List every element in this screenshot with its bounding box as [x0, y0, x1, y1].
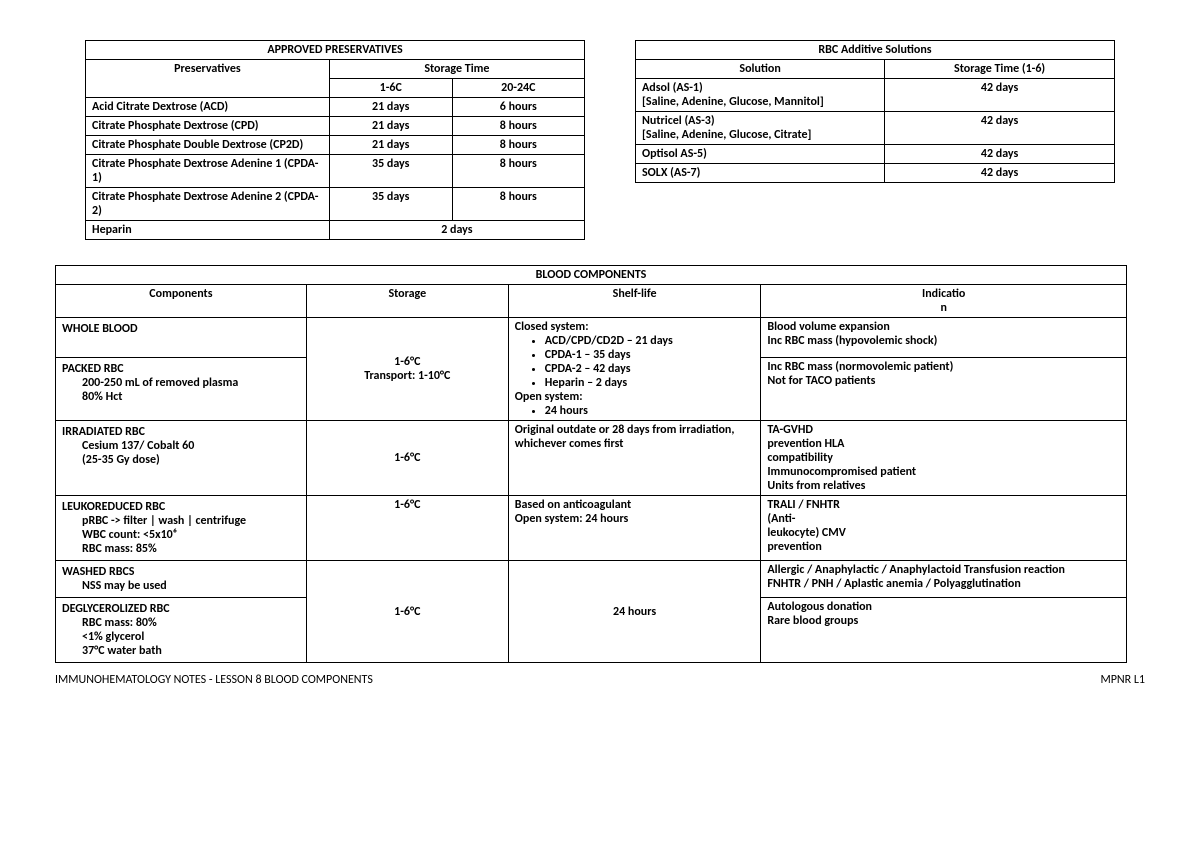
t2-col-time: Storage Time (1-6) [885, 60, 1115, 79]
component-detail: <1% glycerol [82, 630, 300, 644]
footer: IMMUNOHEMATOLOGY NOTES - LESSON 8 BLOOD … [55, 673, 1145, 687]
table-row: SOLX (AS-7)42 days [636, 164, 1115, 183]
table-row: Heparin2 days [86, 221, 585, 240]
component-detail: 80% Hct [82, 390, 300, 404]
table-row: Citrate Phosphate Dextrose Adenine 1 (CP… [86, 155, 585, 188]
shelf-cell: Closed system: ACD/CPD/CD2D – 21 days CP… [508, 318, 761, 421]
storage-cell: 1-6°C [306, 561, 508, 663]
table-row: Citrate Phosphate Dextrose Adenine 2 (CP… [86, 188, 585, 221]
table-row: Adsol (AS-1) [Saline, Adenine, Glucose, … [636, 79, 1115, 112]
t2-col-solution: Solution [636, 60, 885, 79]
footer-right: MPNR L1 [1100, 673, 1145, 687]
component-detail: Cesium 137/ Cobalt 60 [82, 439, 300, 453]
component-detail: 200-250 mL of removed plasma [82, 376, 300, 390]
component-title: LEUKOREDUCED RBC [62, 500, 300, 514]
component-title: PACKED RBC [62, 362, 300, 376]
t1-sub-2024c: 20-24C [452, 79, 584, 98]
indication-cell: Inc RBC mass (normovolemic patient) Not … [761, 358, 1127, 421]
storage-cell: 1-6°C [306, 496, 508, 561]
indication-cell: TRALI / FNHTR (Anti- leukocyte) CMV prev… [761, 496, 1127, 561]
t1-col-storage: Storage Time [329, 60, 584, 79]
t1-col-preservatives: Preservatives [86, 60, 330, 98]
storage-cell: 1-6°C [306, 421, 508, 496]
component-title: IRRADIATED RBC [62, 425, 300, 439]
t2-title: RBC Additive Solutions [636, 41, 1115, 60]
indication-cell: Blood volume expansion Inc RBC mass (hyp… [761, 318, 1127, 358]
t3-h-components: Components [56, 285, 307, 318]
table-row: Citrate Phosphate Double Dextrose (CP2D)… [86, 136, 585, 155]
table-row: WASHED RBCS NSS may be used 1-6°C 24 hou… [56, 561, 1127, 598]
shelf-cell: Original outdate or 28 days from irradia… [508, 421, 761, 496]
t1-title: APPROVED PRESERVATIVES [86, 41, 585, 60]
indication-cell: TA-GVHD prevention HLA compatibility Imm… [761, 421, 1127, 496]
t1-sub-16c: 1-6C [329, 79, 452, 98]
table-row: Optisol AS-5)42 days [636, 145, 1115, 164]
t3-title: BLOOD COMPONENTS [56, 266, 1127, 285]
table-row: Citrate Phosphate Dextrose (CPD)21 days8… [86, 117, 585, 136]
t3-h-storage: Storage [306, 285, 508, 318]
component-detail: pRBC -> filter | wash | centrifuge [82, 514, 300, 528]
component-title: DEGLYCEROLIZED RBC [62, 602, 300, 616]
table-row: WHOLE BLOOD 1-6°C Transport: 1-10°C Clos… [56, 318, 1127, 358]
table-row: Nutricel (AS-3) [Saline, Adenine, Glucos… [636, 112, 1115, 145]
indication-cell: Allergic / Anaphylactic / Anaphylactoid … [761, 561, 1127, 598]
shelf-cell: Based on anticoagulant Open system: 24 h… [508, 496, 761, 561]
rbc-additive-solutions-table: RBC Additive Solutions Solution Storage … [635, 40, 1115, 183]
component-detail: (25-35 Gy dose) [82, 453, 300, 467]
component-title: WASHED RBCS [62, 565, 300, 579]
table-row: IRRADIATED RBC Cesium 137/ Cobalt 60 (25… [56, 421, 1127, 496]
storage-cell: 1-6°C Transport: 1-10°C [306, 318, 508, 421]
component-detail: 37°C water bath [82, 644, 300, 658]
blood-components-table: BLOOD COMPONENTS Components Storage Shel… [55, 265, 1127, 663]
table-row: Acid Citrate Dextrose (ACD)21 days6 hour… [86, 98, 585, 117]
t3-h-indication: Indicatio n [761, 285, 1127, 318]
t3-h-shelf: Shelf-life [508, 285, 761, 318]
indication-cell: Autologous donation Rare blood groups [761, 598, 1127, 663]
component-detail: RBC mass: 85% [82, 542, 300, 556]
shelf-cell: 24 hours [508, 561, 761, 663]
table-row: LEUKOREDUCED RBC pRBC -> filter | wash |… [56, 496, 1127, 561]
component-title: WHOLE BLOOD [62, 322, 300, 336]
approved-preservatives-table: APPROVED PRESERVATIVES Preservatives Sto… [85, 40, 585, 240]
footer-left: IMMUNOHEMATOLOGY NOTES - LESSON 8 BLOOD … [55, 673, 373, 687]
component-detail: RBC mass: 80% [82, 616, 300, 630]
component-detail: NSS may be used [82, 579, 300, 593]
component-detail: WBC count: <5x10⁶ [82, 528, 300, 542]
